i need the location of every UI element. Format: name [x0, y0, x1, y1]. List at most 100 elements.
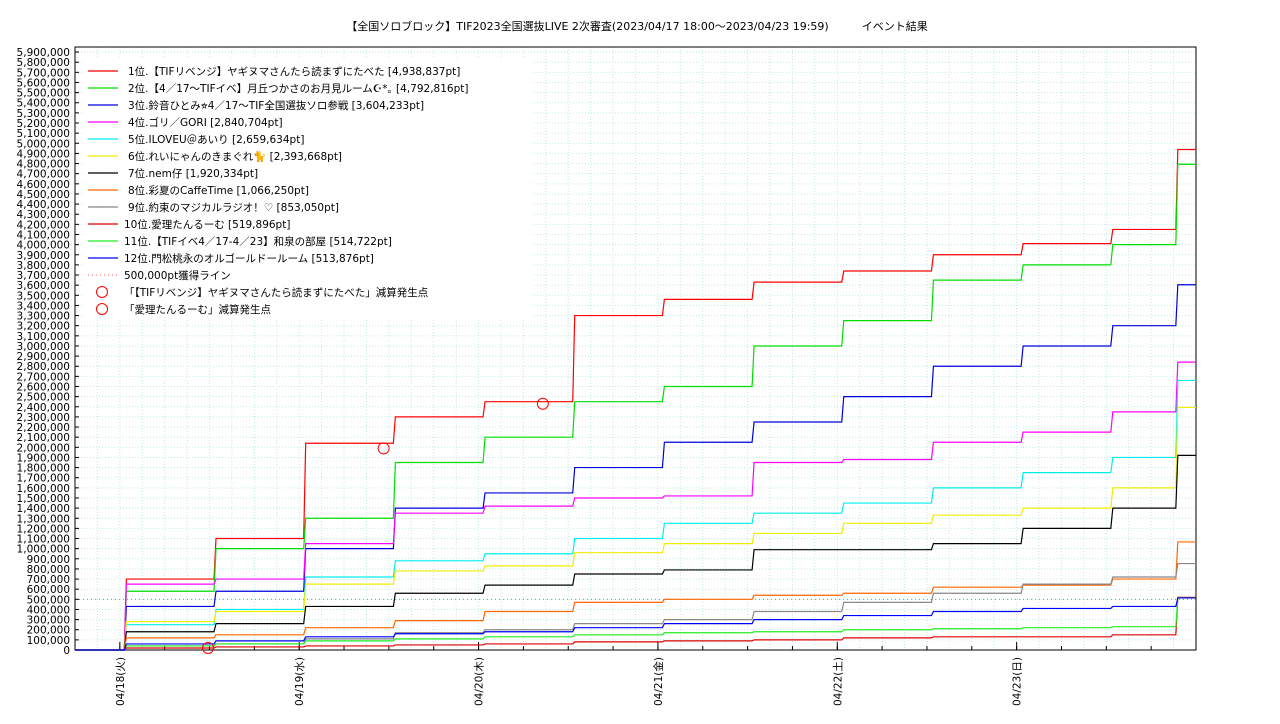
y-tick-label: 5,500,000 — [17, 88, 70, 100]
y-tick-label: 5,400,000 — [17, 98, 70, 110]
y-tick-label: 5,800,000 — [17, 57, 70, 69]
deduction-marker — [202, 641, 215, 654]
series-line-1 — [75, 148, 1196, 651]
legend-entry: 3位.鈴音ひとみ⭐︎4／17〜TIF全国選抜ソロ参戦 [3,604,233pt] — [128, 99, 424, 112]
y-tick-label: 1,300,000 — [17, 513, 70, 525]
y-tick-label: 4,000,000 — [17, 240, 70, 252]
legend-entry: 2位.【4／17〜TIFイベ】月丘つかさのお月見ルーム☪︎*｡ [4,792,8… — [128, 82, 468, 95]
y-tick-label: 600,000 — [27, 584, 70, 596]
y-tick-label: 2,800,000 — [17, 361, 70, 373]
y-tick-label: 5,000,000 — [17, 138, 70, 150]
legend-entry: 「愛理たんるーむ」減算発生点 — [124, 303, 271, 316]
y-tick-label: 5,300,000 — [17, 108, 70, 120]
y-tick-label: 3,400,000 — [17, 300, 70, 312]
legend-entry: 11位.【TIFイベ4／17-4／23】和泉の部屋 [514,722pt] — [124, 235, 392, 248]
series-line-12 — [75, 597, 1196, 651]
y-tick-label: 1,500,000 — [17, 493, 70, 505]
legend-entry: 「【TIFリベンジ】ヤギヌマさんたら読まずにたべた」減算発生点 — [124, 286, 428, 299]
y-tick-label: 900,000 — [27, 554, 70, 566]
y-tick-label: 2,500,000 — [17, 392, 70, 404]
x-tick-label: 04/23(日) — [1012, 657, 1024, 706]
series-line-10 — [75, 596, 1196, 651]
x-tick-label: 04/22(土) — [831, 657, 844, 706]
y-tick-label: 3,500,000 — [17, 290, 70, 302]
x-tick-label: 04/21(金) — [652, 657, 665, 706]
x-tick-label: 04/18(火) — [115, 657, 127, 706]
y-tick-label: 4,800,000 — [17, 159, 70, 171]
y-tick-label: 2,200,000 — [17, 422, 70, 434]
series-line-7 — [75, 454, 1196, 651]
y-tick-label: 5,600,000 — [17, 77, 70, 89]
y-tick-label: 300,000 — [27, 615, 70, 627]
y-tick-label: 3,300,000 — [17, 311, 70, 323]
y-tick-label: 3,000,000 — [17, 341, 70, 353]
y-tick-label: 1,900,000 — [17, 452, 70, 464]
y-tick-label: 5,100,000 — [17, 128, 70, 140]
marker-layer — [202, 397, 549, 654]
legend-entry: 5位.ILOVEU＠あいり [2,659,634pt] — [128, 133, 304, 146]
y-tick-label: 3,100,000 — [17, 331, 70, 343]
legend-entry: 10位.愛理たんるーむ [519,896pt] — [124, 218, 290, 231]
legend-entry: 9位.約束のマジカルラジオ！♡ [853,050pt] — [128, 201, 339, 214]
y-tick-label: 700,000 — [27, 574, 70, 586]
y-tick-label: 1,400,000 — [17, 503, 70, 515]
y-tick-label: 100,000 — [27, 635, 70, 647]
legend-background — [82, 58, 534, 320]
y-tick-label: 4,400,000 — [17, 199, 70, 211]
y-tick-label: 3,600,000 — [17, 280, 70, 292]
chart-title: 【全国ソロブロック】TIF2023全国選抜LIVE 2次審査(2023/04/1… — [346, 19, 927, 33]
legend: 1位.【TIFリベンジ】ヤギヌマさんたら読まずにたべた [4,938,837pt… — [82, 58, 534, 320]
y-tick-label: 4,700,000 — [17, 169, 70, 181]
y-tick-label: 5,900,000 — [17, 47, 70, 59]
y-tick-label: 2,300,000 — [17, 412, 70, 424]
y-tick-label: 1,800,000 — [17, 463, 70, 475]
y-tick-label: 4,100,000 — [17, 229, 70, 241]
y-tick-label: 1,100,000 — [17, 534, 70, 546]
series-line-11 — [75, 597, 1196, 651]
y-tick-label: 2,000,000 — [17, 442, 70, 454]
legend-entry: 12位.門松桃永のオルゴールドールーム [513,876pt] — [124, 252, 374, 265]
deduction-marker — [377, 442, 390, 455]
axes: 0100,000200,000300,000400,000500,000600,… — [17, 47, 1197, 706]
y-tick-label: 4,500,000 — [17, 189, 70, 201]
y-tick-label: 2,700,000 — [17, 371, 70, 383]
legend-entry: 500,000pt獲得ライン — [124, 269, 231, 282]
plot-frame — [74, 46, 1197, 651]
y-tick-label: 1,000,000 — [17, 544, 70, 556]
y-tick-label: 500,000 — [27, 594, 70, 606]
y-tick-label: 2,600,000 — [17, 382, 70, 394]
series-line-3 — [75, 284, 1196, 651]
y-tick-label: 2,900,000 — [17, 351, 70, 363]
x-tick-label: 04/20(木) — [474, 657, 486, 706]
y-tick-label: 400,000 — [27, 604, 70, 616]
legend-entry: 8位.彩夏のCaffeTime [1,066,250pt] — [128, 184, 309, 197]
y-tick-label: 3,700,000 — [17, 270, 70, 282]
legend-entry: 4位.ゴリ／GORI [2,840,704pt] — [128, 116, 283, 129]
y-tick-label: 5,700,000 — [17, 67, 70, 79]
y-tick-label: 3,900,000 — [17, 250, 70, 262]
y-tick-label: 2,400,000 — [17, 402, 70, 414]
y-tick-label: 4,900,000 — [17, 148, 70, 160]
legend-entry: 7位.nem仔 [1,920,334pt] — [128, 167, 258, 180]
y-tick-label: 2,100,000 — [17, 432, 70, 444]
legend-entry: 6位.れいにゃんのきまぐれ🐈 [2,393,668pt] — [128, 150, 342, 163]
y-tick-label: 4,200,000 — [17, 219, 70, 231]
y-tick-label: 1,700,000 — [17, 473, 70, 485]
legend-entry: 1位.【TIFリベンジ】ヤギヌマさんたら読まずにたべた [4,938,837pt… — [128, 65, 460, 78]
y-tick-label: 5,200,000 — [17, 118, 70, 130]
deduction-marker — [536, 397, 549, 410]
y-tick-label: 4,300,000 — [17, 209, 70, 221]
y-tick-label: 200,000 — [27, 625, 70, 637]
series-line-8 — [75, 541, 1196, 651]
y-tick-label: 4,600,000 — [17, 179, 70, 191]
y-tick-label: 3,800,000 — [17, 260, 70, 272]
series-line-5 — [75, 379, 1196, 651]
series-line-6 — [75, 406, 1196, 651]
x-tick-label: 04/19(水) — [294, 657, 306, 706]
y-tick-label: 1,600,000 — [17, 483, 70, 495]
series-line-2 — [75, 163, 1196, 651]
legend-marker — [96, 303, 108, 315]
legend-marker — [96, 286, 108, 298]
